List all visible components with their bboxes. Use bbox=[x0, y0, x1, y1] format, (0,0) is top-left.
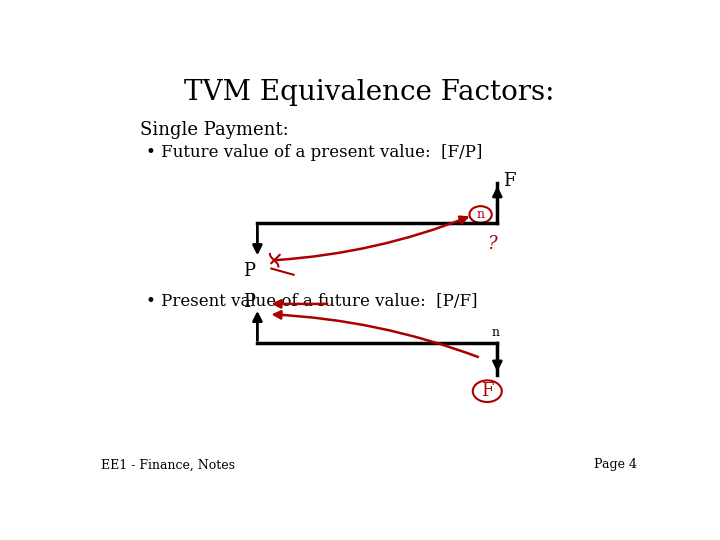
Text: n: n bbox=[491, 326, 499, 339]
Text: Single Payment:: Single Payment: bbox=[140, 121, 289, 139]
Text: n: n bbox=[477, 208, 485, 221]
Text: ?: ? bbox=[487, 234, 497, 253]
Text: Page 4: Page 4 bbox=[594, 458, 637, 471]
Text: • Future value of a present value:  [F/P]: • Future value of a present value: [F/P] bbox=[145, 144, 482, 161]
Text: P: P bbox=[243, 293, 255, 311]
Text: P: P bbox=[243, 262, 255, 280]
Text: EE1 - Finance, Notes: EE1 - Finance, Notes bbox=[101, 458, 235, 471]
Text: • Present value of a future value:  [P/F]: • Present value of a future value: [P/F] bbox=[145, 294, 477, 310]
Text: TVM Equivalence Factors:: TVM Equivalence Factors: bbox=[184, 79, 554, 106]
Text: F: F bbox=[503, 172, 516, 190]
Text: F: F bbox=[481, 382, 493, 400]
